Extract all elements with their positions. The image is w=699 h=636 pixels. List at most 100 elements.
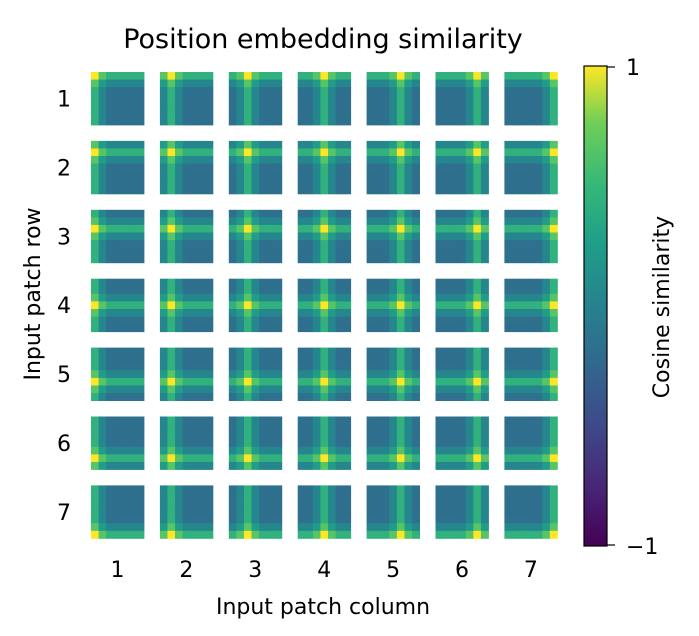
heatmap-cell xyxy=(251,431,260,440)
heatmap-cell xyxy=(389,377,398,386)
heatmap-cell xyxy=(297,209,306,218)
heatmap-cell xyxy=(366,94,375,103)
heatmap-cell xyxy=(175,308,184,317)
heatmap-cell xyxy=(175,171,184,180)
heatmap-cell xyxy=(480,79,489,88)
heatmap-cell xyxy=(312,530,321,539)
heatmap-cell xyxy=(396,316,405,325)
heatmap-cell xyxy=(228,416,237,425)
heatmap-cell xyxy=(343,324,352,333)
heatmap-cell xyxy=(343,355,352,364)
heatmap-cell xyxy=(274,94,283,103)
heatmap-cell xyxy=(404,286,413,295)
heatmap-cell xyxy=(228,530,237,539)
heatmap-cell xyxy=(175,217,184,226)
column-tick-label: 2 xyxy=(179,558,193,583)
heatmap-cell xyxy=(396,240,405,249)
heatmap-cell xyxy=(335,301,344,310)
heatmap-cell xyxy=(228,163,237,172)
heatmap-cell xyxy=(450,217,459,226)
heatmap-cell xyxy=(236,316,245,325)
heatmap-cell xyxy=(190,232,199,241)
heatmap-cell xyxy=(542,324,551,333)
heatmap-cell xyxy=(236,171,245,180)
heatmap-cell xyxy=(443,87,452,96)
heatmap-cell xyxy=(297,109,306,118)
heatmap-cell xyxy=(320,324,329,333)
heatmap-cell xyxy=(121,500,130,509)
heatmap-cell xyxy=(396,109,405,118)
heatmap-cell xyxy=(297,446,306,455)
heatmap-cell xyxy=(320,424,329,433)
heatmap-cell xyxy=(404,515,413,524)
heatmap-cell xyxy=(412,178,420,187)
heatmap-cell xyxy=(98,508,107,517)
heatmap-cell xyxy=(266,186,275,195)
heatmap-cell xyxy=(136,247,145,256)
heatmap-cell xyxy=(228,439,237,448)
heatmap-cell xyxy=(473,278,482,287)
heatmap-cell xyxy=(549,347,558,356)
heatmap-panel-r7-c2 xyxy=(159,485,214,539)
heatmap-cell xyxy=(412,171,420,180)
heatmap-cell xyxy=(91,446,99,455)
heatmap-cell xyxy=(396,232,405,241)
heatmap-cell xyxy=(121,140,130,149)
heatmap-cell xyxy=(527,355,536,364)
heatmap-cell xyxy=(511,370,520,379)
heatmap-cell xyxy=(534,485,543,494)
heatmap-cell xyxy=(404,186,413,195)
heatmap-cell xyxy=(374,362,383,371)
heatmap-cell xyxy=(243,240,252,249)
heatmap-cell xyxy=(404,347,413,356)
heatmap-cell xyxy=(412,102,420,111)
heatmap-cell xyxy=(228,109,237,118)
heatmap-cell xyxy=(549,286,558,295)
heatmap-cell xyxy=(266,301,275,310)
heatmap-cell xyxy=(473,240,482,249)
heatmap-cell xyxy=(167,293,176,302)
heatmap-cell xyxy=(366,446,375,455)
heatmap-cell xyxy=(128,178,137,187)
heatmap-cell xyxy=(366,454,375,463)
heatmap-cell xyxy=(450,94,459,103)
heatmap-cell xyxy=(297,508,306,517)
heatmap-cell xyxy=(534,454,543,463)
heatmap-cell xyxy=(266,416,275,425)
heatmap-cell xyxy=(435,446,444,455)
heatmap-cell xyxy=(527,439,536,448)
heatmap-cell xyxy=(251,94,260,103)
heatmap-cell xyxy=(167,117,176,126)
heatmap-cell xyxy=(106,523,115,532)
heatmap-cell xyxy=(190,87,199,96)
heatmap-cell xyxy=(480,293,489,302)
heatmap-cell xyxy=(443,446,452,455)
heatmap-cell xyxy=(136,347,145,356)
heatmap-cell xyxy=(175,278,184,287)
heatmap-cell xyxy=(527,286,536,295)
heatmap-cell xyxy=(243,424,252,433)
heatmap-cell xyxy=(435,293,444,302)
heatmap-cell xyxy=(542,163,551,172)
heatmap-cell xyxy=(121,492,130,501)
heatmap-cell xyxy=(435,232,444,241)
heatmap-cell xyxy=(519,362,528,371)
heatmap-cell xyxy=(251,286,260,295)
heatmap-cell xyxy=(404,209,413,218)
heatmap-cell xyxy=(404,355,413,364)
heatmap-cell xyxy=(91,362,99,371)
heatmap-cell xyxy=(450,301,459,310)
heatmap-cell xyxy=(167,355,176,364)
heatmap-cell xyxy=(197,286,206,295)
heatmap-cell xyxy=(389,148,398,157)
heatmap-cell xyxy=(305,324,314,333)
heatmap-cell xyxy=(312,431,321,440)
heatmap-cell xyxy=(98,500,107,509)
heatmap-cell xyxy=(228,393,237,401)
heatmap-cell xyxy=(450,424,459,433)
heatmap-cell xyxy=(511,148,520,157)
heatmap-cell xyxy=(389,385,398,394)
heatmap-cell xyxy=(343,186,352,195)
heatmap-cell xyxy=(259,102,268,111)
heatmap-cell xyxy=(121,301,130,310)
